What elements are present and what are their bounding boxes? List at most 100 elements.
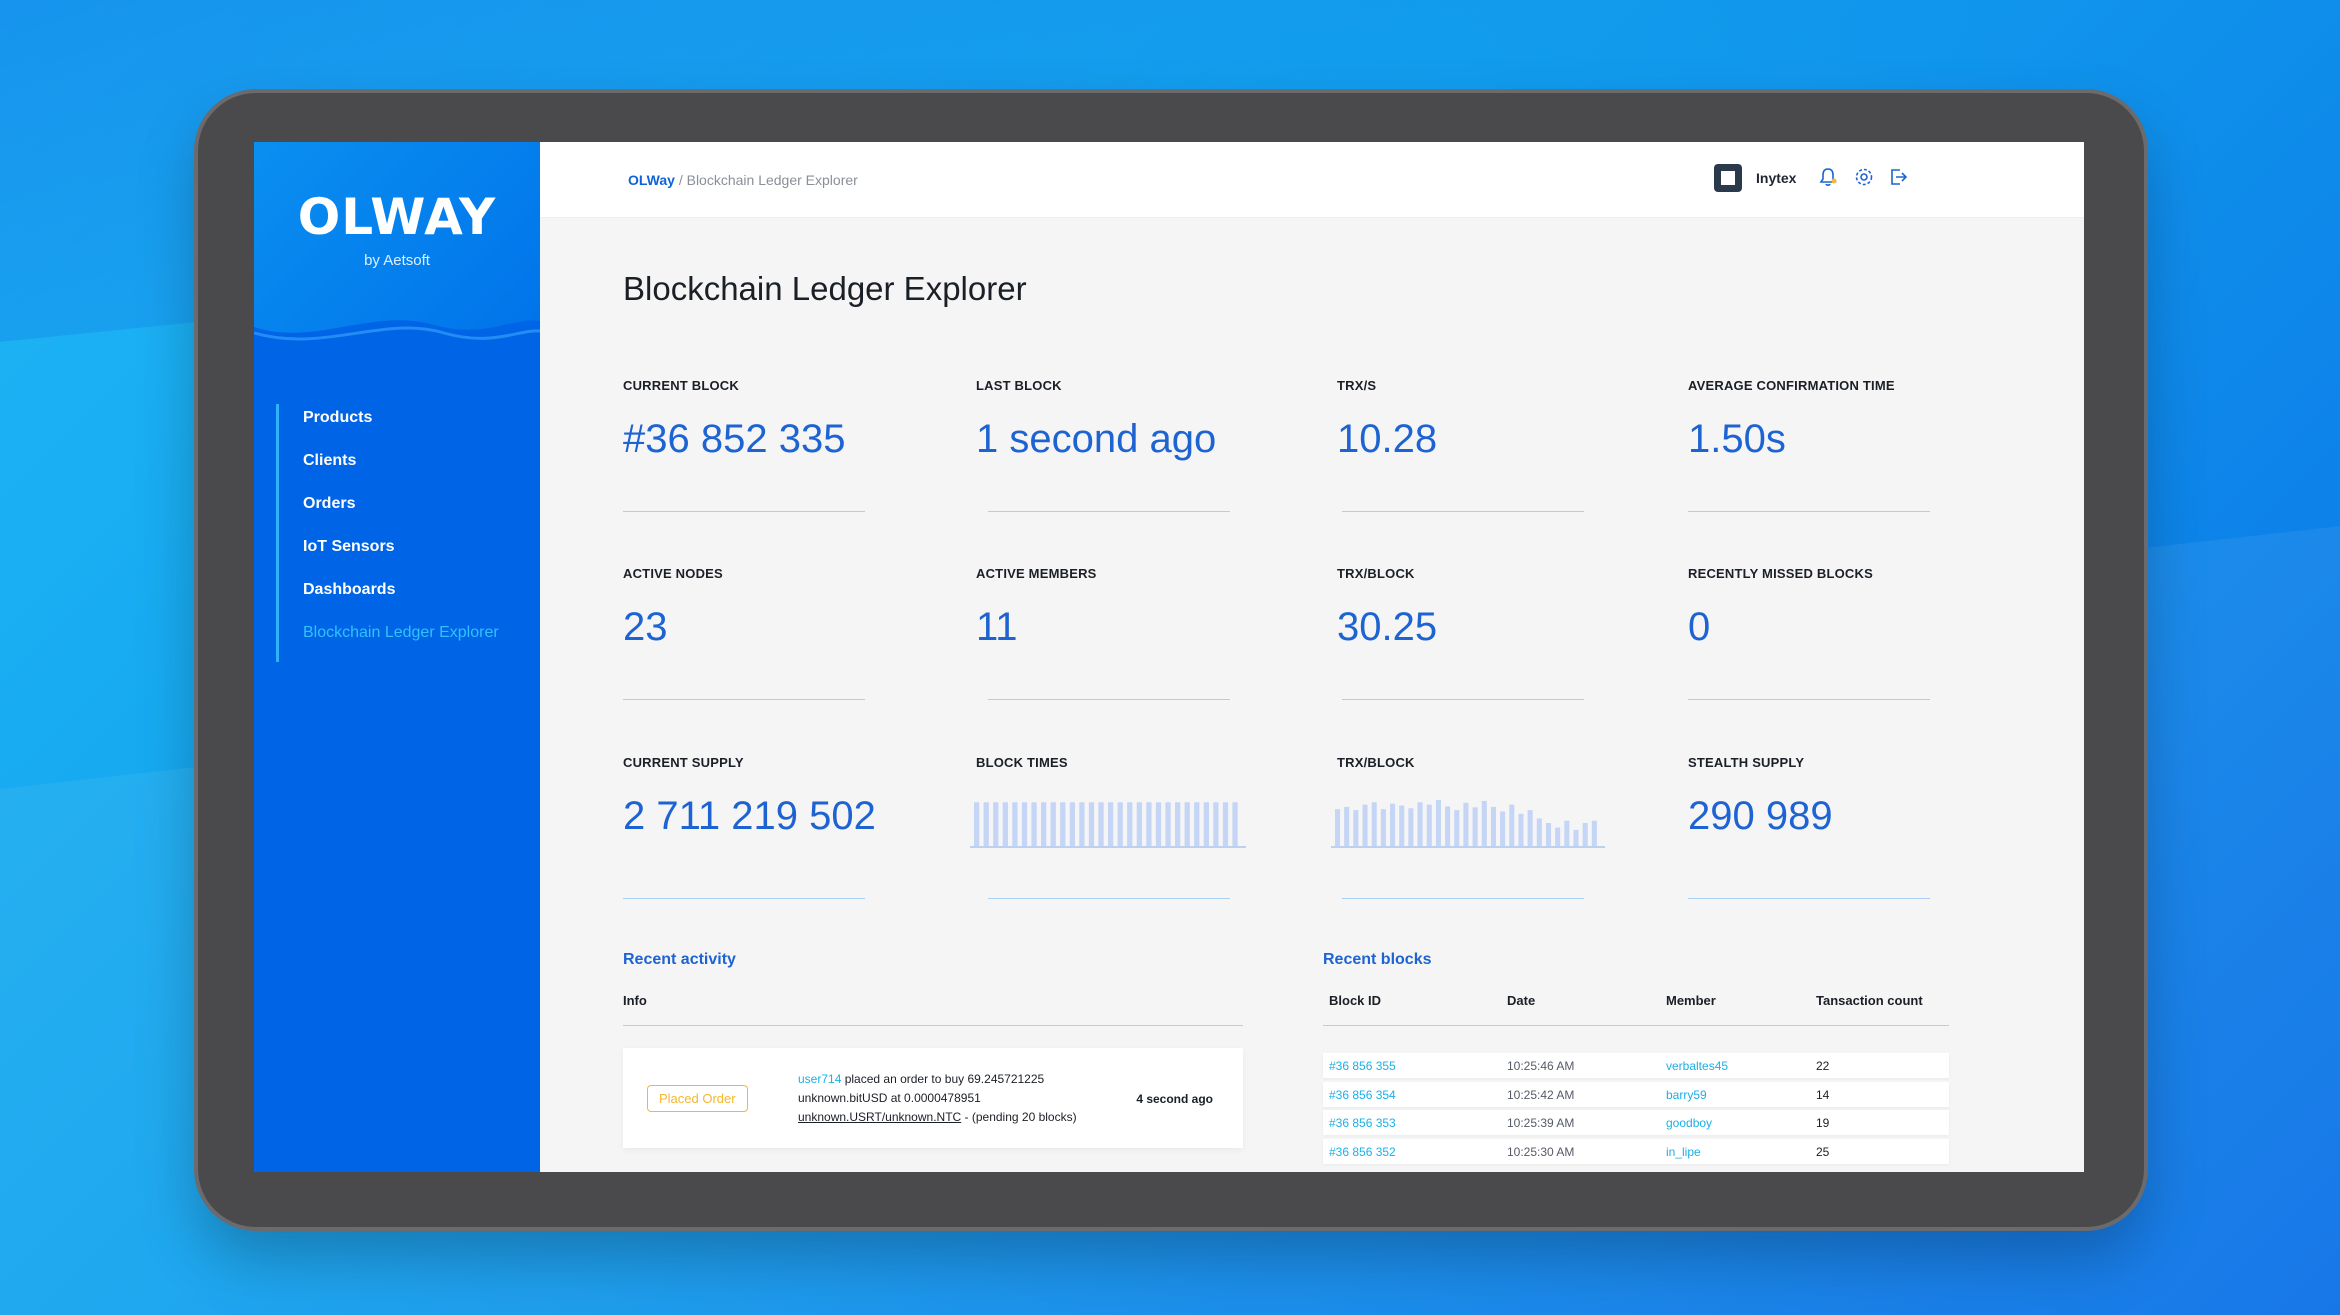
- divider: [1342, 699, 1584, 700]
- sparkline-bar: [1165, 802, 1171, 846]
- sidebar-item-orders[interactable]: Orders: [303, 490, 516, 533]
- table-row[interactable]: #36 856 355 10:25:46 AM verbaltes45 22: [1323, 1053, 1949, 1078]
- sidebar-item-label: Clients: [303, 452, 357, 469]
- sidebar-item-clients[interactable]: Clients: [303, 447, 516, 490]
- stat-active-nodes: ACTIVE NODES 23: [623, 566, 865, 650]
- pair-link[interactable]: unknown.USRT/unknown.NTC: [798, 1110, 962, 1124]
- table-header-divider: [1323, 1025, 1949, 1026]
- sparkline-bar: [1175, 802, 1181, 846]
- activity-item[interactable]: Placed Order user714 placed an order to …: [623, 1048, 1243, 1148]
- sidebar-item-iot-sensors[interactable]: IoT Sensors: [303, 533, 516, 576]
- column-header-date: Date: [1507, 993, 1536, 1008]
- sidebar-item-label: Blockchain Ledger Explorer: [303, 624, 499, 641]
- activity-text-part: unknown.bitUSD at 0.0000478951: [798, 1091, 981, 1105]
- stat-label: TRX/BLOCK: [1337, 755, 1415, 770]
- sparkline-bar: [1222, 802, 1229, 846]
- stat-recently-missed-blocks: RECENTLY MISSED BLOCKS 0: [1688, 566, 1930, 650]
- member-link[interactable]: barry59: [1666, 1088, 1707, 1102]
- stat-label: CURRENT BLOCK: [623, 378, 739, 393]
- block-date: 10:25:39 AM: [1507, 1116, 1575, 1130]
- sparkline-bar: [1463, 802, 1469, 846]
- sparkline-bar: [1108, 802, 1114, 846]
- stat-label: LAST BLOCK: [976, 378, 1062, 393]
- app-logo[interactable]: OLWAY: [297, 188, 497, 246]
- activity-text-part: - (pending 20 blocks): [961, 1110, 1077, 1124]
- sparkline-bar: [1021, 802, 1028, 846]
- block-id-link[interactable]: #36 856 355: [1329, 1059, 1396, 1073]
- sparkline-bar: [1088, 802, 1095, 846]
- sidebar-item-label: Dashboards: [303, 581, 396, 598]
- stat-value: 290 989: [1688, 794, 1833, 838]
- sparkline-bar: [1031, 802, 1037, 846]
- member-link[interactable]: verbaltes45: [1666, 1059, 1729, 1073]
- sparkline-bar: [1079, 802, 1085, 846]
- member-link[interactable]: goodboy: [1666, 1116, 1713, 1130]
- divider: [623, 898, 865, 899]
- sparkline-bar: [1344, 806, 1350, 846]
- sparkline-bar: [1481, 800, 1487, 846]
- breadcrumb-home-link[interactable]: OLWay: [628, 172, 675, 188]
- stat-value: 30.25: [1337, 605, 1438, 649]
- stat-value: 10.28: [1337, 417, 1438, 461]
- user-link[interactable]: user714: [798, 1072, 842, 1086]
- stat-last-block: LAST BLOCK 1 second ago: [976, 378, 1218, 462]
- stat-current-block: CURRENT BLOCK #36 852 335: [623, 378, 865, 462]
- transaction-count: 22: [1816, 1059, 1830, 1073]
- sparkline-bar: [1371, 802, 1377, 846]
- block-id-link[interactable]: #36 856 352: [1329, 1145, 1396, 1159]
- table-row[interactable]: #36 856 353 10:25:39 AM goodboy 19: [1323, 1110, 1949, 1135]
- sparkline-bar: [974, 802, 980, 846]
- sparkline-bar: [1390, 803, 1396, 846]
- table-row[interactable]: #36 856 352 10:25:30 AM in_lipe 25: [1323, 1139, 1949, 1164]
- sparkline-bar: [1380, 809, 1386, 846]
- stat-label: CURRENT SUPPLY: [623, 755, 744, 770]
- gear-icon[interactable]: [1853, 166, 1875, 188]
- sidebar-item-label: Products: [303, 409, 373, 426]
- sparkline-bar: [1002, 802, 1008, 846]
- sparkline-bar: [1041, 802, 1047, 846]
- sidebar-nav: Products Clients Orders IoT Sensors Dash…: [276, 404, 516, 662]
- recent-blocks-title: Recent blocks: [1323, 951, 1432, 968]
- sparkline-bar: [1050, 802, 1056, 846]
- sparkline-bar: [1012, 802, 1018, 846]
- sidebar-item-dashboards[interactable]: Dashboards: [303, 576, 516, 619]
- app-logo-subtitle: by Aetsoft: [364, 252, 430, 269]
- sparkline-bar: [1472, 807, 1478, 846]
- sparkline-bar: [1500, 811, 1506, 846]
- stat-active-members: ACTIVE MEMBERS 11: [976, 566, 1218, 650]
- tablet-frame: OLWAY by Aetsoft Products Clients Orders…: [198, 93, 2144, 1227]
- block-id-link[interactable]: #36 856 353: [1329, 1116, 1396, 1130]
- activity-text-part: placed an order to buy 69.245721225: [841, 1072, 1045, 1086]
- transaction-count: 14: [1816, 1088, 1830, 1102]
- sparkline-bar: [1184, 802, 1190, 846]
- sparkline-bar: [1573, 829, 1579, 846]
- sparkline-bar: [1426, 804, 1432, 846]
- breadcrumb: OLWay / Blockchain Ledger Explorer: [628, 172, 858, 188]
- sparkline-bar: [1194, 802, 1200, 846]
- bell-icon[interactable]: [1817, 166, 1839, 188]
- stat-label: RECENTLY MISSED BLOCKS: [1688, 566, 1873, 581]
- table-row[interactable]: #36 856 354 10:25:42 AM barry59 14: [1323, 1082, 1949, 1107]
- wave-decoration: [254, 320, 540, 367]
- sparkline-bar: [1213, 802, 1219, 846]
- logout-icon[interactable]: [1887, 166, 1909, 188]
- stat-trx-per-second: TRX/S 10.28: [1337, 378, 1579, 462]
- stat-label: TRX/BLOCK: [1337, 566, 1415, 581]
- stat-stealth-supply: STEALTH SUPPLY 290 989: [1688, 755, 1930, 839]
- member-link[interactable]: in_lipe: [1666, 1145, 1701, 1159]
- sidebar-item-blockchain-ledger-explorer[interactable]: Blockchain Ledger Explorer: [303, 619, 516, 662]
- block-id-link[interactable]: #36 856 354: [1329, 1088, 1396, 1102]
- stat-value: 1.50s: [1688, 417, 1786, 461]
- stat-value: 23: [623, 605, 668, 649]
- company-name[interactable]: Inytex: [1756, 170, 1797, 186]
- transaction-count: 19: [1816, 1116, 1830, 1130]
- block-date: 10:25:42 AM: [1507, 1088, 1575, 1102]
- divider: [988, 511, 1230, 512]
- stat-label: STEALTH SUPPLY: [1688, 755, 1805, 770]
- stat-block-times: BLOCK TIMES: [976, 755, 1218, 770]
- stat-current-supply: CURRENT SUPPLY 2 711 219 502: [623, 755, 876, 839]
- sidebar-item-products[interactable]: Products: [303, 404, 516, 447]
- sparkline-bar: [1399, 805, 1405, 846]
- sparkline-bar: [993, 802, 999, 846]
- activity-description: user714 placed an order to buy 69.245721…: [798, 1070, 1088, 1127]
